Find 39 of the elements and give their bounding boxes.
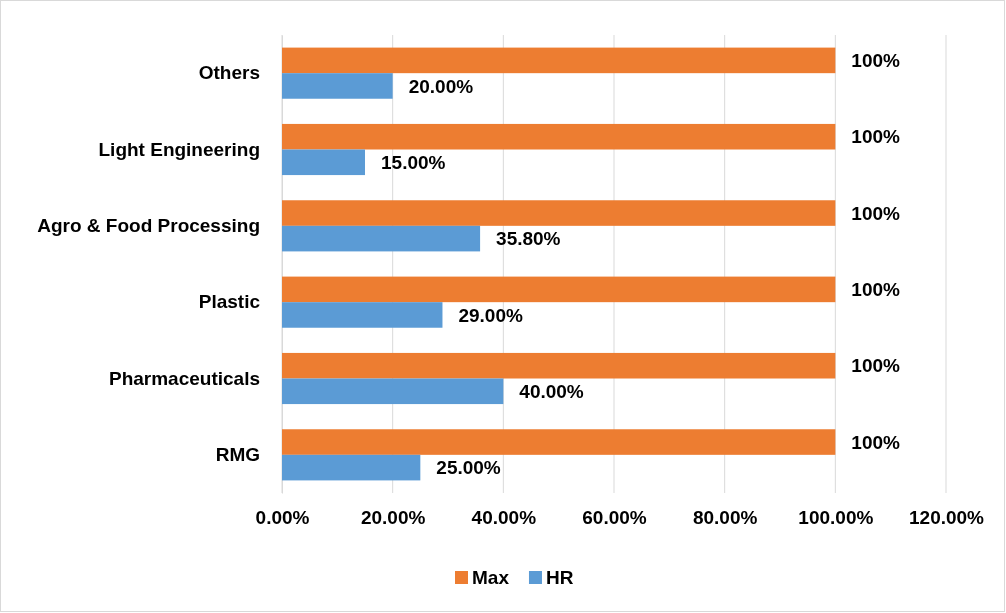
bar xyxy=(282,123,836,150)
y-tick-label: Others xyxy=(198,62,260,84)
legend-label: Max xyxy=(472,566,510,588)
data-label: 100% xyxy=(851,126,901,148)
data-label: 100% xyxy=(851,202,901,224)
bar xyxy=(282,429,836,455)
bar xyxy=(282,378,504,405)
bar xyxy=(282,276,836,303)
data-label: 29.00% xyxy=(458,304,524,326)
x-tick-label: 0.00% xyxy=(255,507,310,529)
bar xyxy=(282,454,421,481)
data-label: 100% xyxy=(851,279,901,301)
data-label: 25.00% xyxy=(436,457,501,479)
y-tick-label: Agro & Food Processing xyxy=(37,214,260,236)
data-label: 100% xyxy=(851,431,901,453)
x-tick-label: 120.00% xyxy=(908,507,985,529)
bar xyxy=(282,47,836,74)
x-tick-label: 40.00% xyxy=(471,507,537,529)
legend-label: HR xyxy=(545,566,574,588)
y-tick-label: Light Engineering xyxy=(98,138,260,160)
data-label: 100% xyxy=(851,355,901,377)
bar xyxy=(282,200,836,226)
y-tick-label: RMG xyxy=(215,443,260,465)
bar xyxy=(282,149,365,176)
y-tick-label: Pharmaceuticals xyxy=(108,367,260,389)
bar xyxy=(282,352,836,379)
bar xyxy=(282,302,443,328)
y-tick-label: Plastic xyxy=(198,291,261,313)
data-label: 15.00% xyxy=(381,151,446,173)
x-tick-label: 20.00% xyxy=(360,507,426,529)
data-label: 100% xyxy=(851,50,901,72)
x-tick-label: 80.00% xyxy=(692,507,758,529)
data-label: 20.00% xyxy=(408,75,474,97)
x-tick-label: 60.00% xyxy=(582,507,647,529)
data-label: 35.80% xyxy=(496,228,561,250)
bar xyxy=(282,225,481,252)
x-tick-label: 100.00% xyxy=(798,507,874,529)
data-label: 40.00% xyxy=(519,380,584,402)
bar xyxy=(282,73,393,99)
